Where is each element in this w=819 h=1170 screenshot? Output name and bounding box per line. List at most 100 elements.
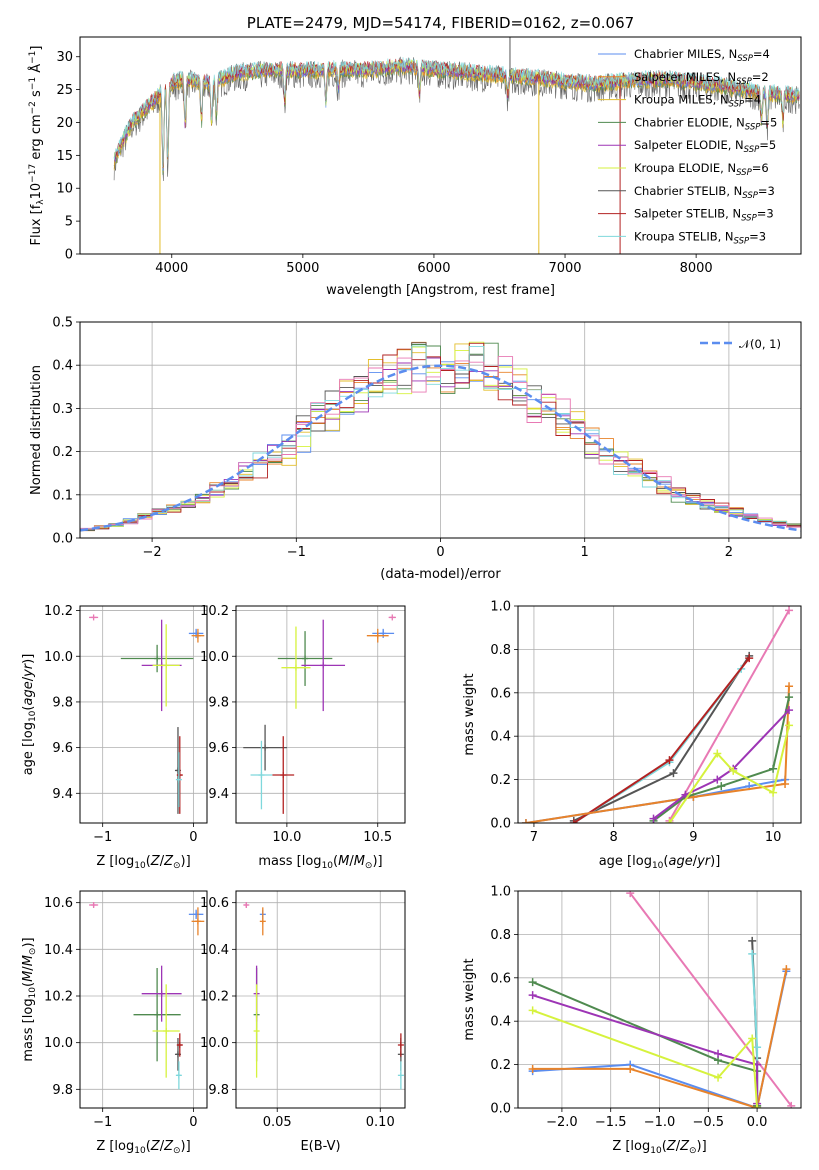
label-part: Å [28, 64, 44, 77]
y-tick-label: 0.6 [490, 971, 511, 986]
y-tick-label: 9.8 [208, 1083, 229, 1098]
label-part: 10 [322, 861, 334, 871]
weight-point-salpeter_elodie [785, 706, 794, 715]
x-tick-label: −1 [93, 1115, 112, 1130]
errorbar-point-kroupa_stelib [175, 1061, 182, 1090]
y-tick-label: 10.6 [44, 896, 73, 911]
weight-point-salpeter_stelib [569, 819, 578, 823]
weight_vs_Z-frame [517, 890, 802, 1109]
errorbar-point-salpeter_stelib [272, 736, 295, 814]
legend-label: Salpeter ELODIE, NSSP=5 [634, 138, 776, 155]
legend-suffix: =4 [753, 47, 770, 61]
legend-prefix: Kroupa STELIB, N [634, 229, 734, 243]
errorbar-point-pink [243, 902, 250, 908]
y-tick-label: 5 [65, 215, 73, 230]
label-part: 10 [652, 861, 664, 871]
label-part: ( [662, 1139, 667, 1154]
y-tick-label: 0.4 [52, 359, 73, 374]
weight-point-salpeter_miles [781, 779, 790, 788]
x-tick-label: 1 [581, 545, 589, 560]
age_vs_Z-plot-area [89, 614, 205, 814]
x-tick-label: 10.5 [363, 830, 392, 845]
label-part: ⊙ [365, 861, 373, 871]
errorbar-point-salpeter_elodie [141, 965, 182, 1022]
mass_vs_Z-frame [79, 890, 208, 1109]
label-part: )] [372, 854, 382, 869]
label-part: ( [21, 706, 36, 711]
label-part: )] [710, 854, 720, 869]
weight-point-kroupa_elodie [714, 1073, 723, 1082]
weight-point-chabrier_elodie [528, 978, 537, 987]
y-tick-label: 10.0 [44, 1036, 73, 1051]
x-tick-label: 9 [689, 830, 697, 845]
y-tick-label: 0.3 [52, 402, 73, 417]
y-tick-label: 10.0 [200, 1036, 229, 1051]
label-part: 10 [134, 861, 146, 871]
y-tick-label: 30 [56, 50, 73, 65]
x-axis-label: Z [log10(Z/Z⊙)] [96, 854, 190, 871]
y-tick-label: 10.4 [44, 943, 73, 958]
label-part: Z [163, 1139, 174, 1154]
weight-line-kroupa_elodie [532, 1009, 759, 1108]
label-part: / [349, 854, 354, 869]
label-part: )] [181, 854, 191, 869]
label-part: / [160, 1139, 165, 1154]
label-part: / [21, 966, 36, 971]
label-part: erg cm [29, 114, 44, 163]
legend-sub: SSP [745, 122, 761, 132]
weight-point-salpeter_elodie [713, 775, 722, 784]
legend-suffix: =3 [757, 207, 774, 221]
label-part: )] [181, 1139, 191, 1154]
y-tick-label: 9.4 [208, 787, 229, 802]
legend-prefix: Salpeter MILES, N [634, 70, 736, 84]
legend-label-normal: 𝒩(0, 1) [739, 337, 781, 351]
y-tick-label: 10.6 [200, 896, 229, 911]
y-tick-label: 0.2 [490, 1058, 511, 1073]
weight-line-salpeter_elodie [652, 709, 790, 820]
weight-line-chabrier_stelib [573, 655, 751, 822]
weight-point-salpeter_stelib [745, 654, 754, 663]
x-axis-label: E(B-V) [300, 1139, 340, 1154]
y-tick-label: 9.6 [208, 741, 229, 756]
errorbar-point-salpeter_miles [191, 628, 205, 643]
legend-prefix: Salpeter STELIB, N [634, 207, 741, 221]
label-part: yr [696, 854, 712, 869]
legend-suffix: =3 [749, 229, 766, 243]
errorbar-point-kroupa_elodie [152, 624, 180, 707]
label-part: s [29, 90, 44, 101]
x-tick-label: 8000 [680, 261, 713, 276]
y-tick-label: 15 [56, 149, 73, 164]
errorbar-point-chabrier_miles [188, 628, 204, 638]
x-tick-label: −0.5 [693, 1115, 725, 1130]
errorbar-point-kroupa_stelib [175, 752, 182, 808]
y-tick-label: 0.8 [490, 643, 511, 658]
weight_vs_age-frame [517, 605, 802, 824]
errorbar-point-kroupa_elodie [253, 984, 260, 1078]
errorbar-point-salpeter_stelib [176, 736, 183, 814]
weight-point-salpeter_elodie [528, 991, 537, 1000]
mass_vs_ebv-plot-area [243, 902, 404, 1090]
errorbar-point-salpeter_stelib [176, 1033, 183, 1057]
x-tick-label: −1 [287, 545, 306, 560]
mass_vs_ebv-frame [235, 890, 406, 1109]
label-part: 10 [28, 987, 38, 999]
label-part: Z [log [96, 854, 134, 869]
label-part: ⊙ [173, 861, 181, 871]
y-tick-label: 0.1 [52, 488, 73, 503]
label-part: −1 [28, 51, 38, 64]
legend-label: Salpeter MILES, NSSP=2 [634, 70, 769, 87]
label-part: E(B-V) [300, 1139, 340, 1154]
errorbar-point-salpeter_miles [191, 907, 205, 936]
label-part: λ [36, 199, 46, 205]
legend-label: Chabrier STELIB, NSSP=3 [634, 184, 775, 201]
y-axis-label: age [log10(age/yr)] [21, 654, 38, 776]
label-part: Z [679, 1139, 690, 1154]
y-tick-label: 10.2 [44, 604, 73, 619]
label-part: mass [log [21, 998, 36, 1061]
y-tick-label: 0.0 [490, 1102, 511, 1117]
legend-suffix: =4 [744, 93, 761, 107]
y-axis-label: Flux [fλ10−17 erg cm−2 s−1 Å−1] [28, 46, 46, 246]
errorbar-point-pink [89, 614, 99, 621]
residuals-panel: −2 −1 0 1 2 0.0 0.1 0.2 0.3 0.4 0.5 (data-model)/er… [29, 316, 802, 582]
